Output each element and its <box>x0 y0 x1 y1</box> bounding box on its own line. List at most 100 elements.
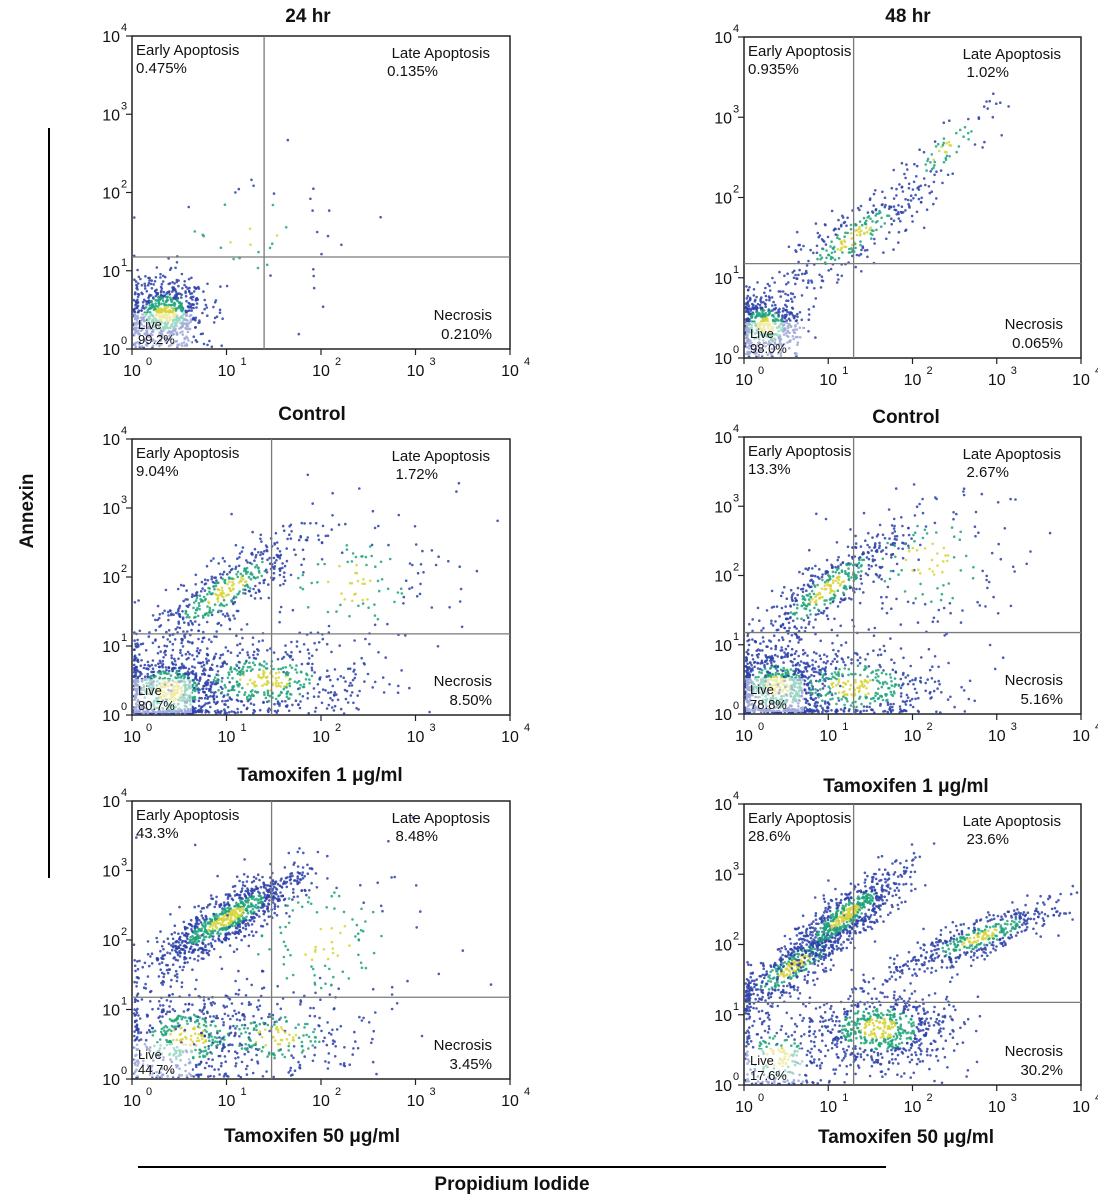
data-point <box>279 667 283 671</box>
data-point <box>787 299 790 303</box>
data-point <box>836 589 840 592</box>
data-point <box>888 686 891 690</box>
data-point <box>776 665 780 669</box>
y-tick-label: 10 <box>714 351 732 368</box>
x-tick-exponent: 1 <box>842 365 848 377</box>
data-point <box>924 183 927 187</box>
data-point <box>895 187 898 191</box>
data-point <box>133 648 136 651</box>
data-point <box>353 676 357 680</box>
data-point <box>229 668 232 671</box>
data-point <box>177 622 181 625</box>
data-point <box>147 664 150 667</box>
data-point <box>320 252 323 256</box>
data-point <box>136 298 139 302</box>
data-point <box>905 163 908 166</box>
data-point <box>301 548 305 552</box>
data-point <box>872 229 875 233</box>
data-point <box>194 615 197 619</box>
data-point <box>863 221 867 224</box>
data-point <box>179 583 183 587</box>
data-point <box>329 696 332 700</box>
data-point <box>823 603 826 606</box>
data-point <box>307 652 311 655</box>
data-point <box>153 280 157 283</box>
data-point <box>298 650 302 653</box>
data-point <box>746 317 750 320</box>
data-point <box>891 531 894 535</box>
data-point <box>767 308 771 311</box>
data-point <box>208 587 211 590</box>
data-point <box>842 660 845 664</box>
data-point <box>326 534 330 537</box>
data-point <box>173 294 177 297</box>
data-point <box>173 288 176 292</box>
data-point <box>917 696 920 700</box>
data-point <box>161 299 165 303</box>
data-point <box>252 587 255 591</box>
data-point <box>336 678 340 681</box>
data-point <box>898 705 902 708</box>
data-point <box>192 316 195 320</box>
data-point <box>873 699 877 703</box>
data-point <box>314 706 318 710</box>
data-point <box>800 294 804 297</box>
data-point <box>371 509 375 513</box>
data-point <box>229 651 233 654</box>
data-point <box>202 616 205 619</box>
data-point <box>855 253 859 257</box>
data-point <box>221 589 224 592</box>
data-point <box>164 671 167 675</box>
data-point <box>155 291 158 295</box>
data-point <box>200 665 204 668</box>
data-point <box>139 671 142 674</box>
data-point <box>195 683 198 687</box>
data-point <box>144 275 147 278</box>
data-point <box>216 673 220 677</box>
y-tick-label: 10 <box>102 639 120 656</box>
data-point <box>252 653 255 657</box>
data-point <box>960 685 963 689</box>
data-point <box>320 558 324 561</box>
data-point <box>136 304 140 308</box>
data-point <box>902 656 905 660</box>
data-point <box>875 672 878 676</box>
data-point <box>915 164 919 168</box>
data-point <box>947 661 950 665</box>
data-point <box>298 692 302 696</box>
data-point <box>376 617 380 621</box>
data-point <box>258 662 262 666</box>
data-point <box>808 703 812 706</box>
data-point <box>833 250 837 253</box>
data-point <box>915 505 919 509</box>
data-point <box>180 293 183 297</box>
data-point <box>884 694 888 697</box>
data-point <box>763 291 766 295</box>
data-point <box>892 219 896 222</box>
data-point <box>870 237 873 240</box>
data-point <box>263 693 266 696</box>
data-point <box>261 684 264 687</box>
data-point <box>837 699 841 702</box>
data-point <box>848 708 851 711</box>
data-point <box>321 637 325 641</box>
data-point <box>846 693 849 696</box>
data-point <box>913 162 916 166</box>
data-point <box>300 563 303 567</box>
data-point <box>812 251 815 255</box>
data-point <box>280 681 283 685</box>
data-point <box>846 679 850 683</box>
data-point <box>173 657 176 661</box>
data-point <box>208 606 212 610</box>
data-point <box>251 636 255 639</box>
data-point <box>193 230 197 233</box>
data-point <box>882 710 885 713</box>
data-point <box>884 203 887 207</box>
data-point <box>929 161 932 164</box>
data-point <box>295 640 299 643</box>
data-point <box>331 684 335 688</box>
early-apoptosis-value: 0.475% <box>136 60 187 77</box>
data-point <box>804 662 807 665</box>
data-point <box>230 710 233 713</box>
